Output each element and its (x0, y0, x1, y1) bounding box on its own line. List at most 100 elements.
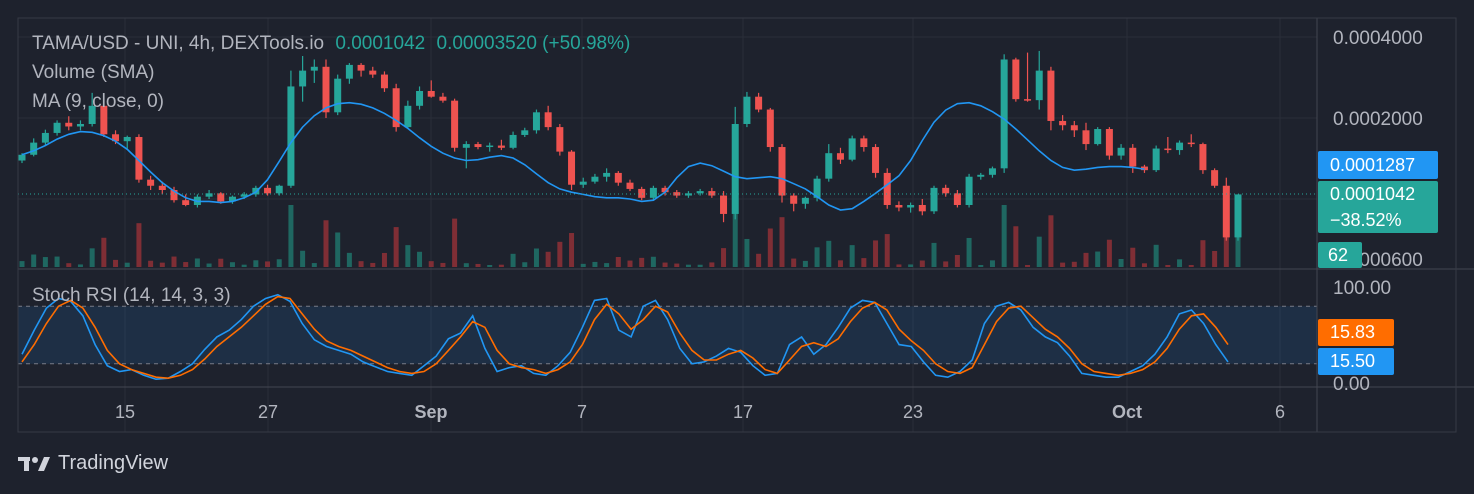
volume-bar (288, 205, 294, 267)
volume-bar (218, 258, 224, 267)
volume-bar (31, 254, 37, 267)
candle-body (240, 194, 248, 197)
volume-bar (1200, 240, 1206, 267)
candle-body (918, 204, 926, 212)
stoch-band-fill (18, 306, 1317, 364)
volume-bar (721, 248, 727, 267)
volume-bar (229, 262, 235, 267)
volume-bar (171, 256, 177, 267)
volume-bar (966, 237, 972, 267)
stoch-d-line (21, 295, 1229, 380)
volume-bar (206, 263, 212, 267)
candle-body (170, 190, 178, 201)
volume-bar (113, 259, 119, 267)
candle-body (1082, 130, 1090, 145)
candle-body (708, 191, 716, 196)
volume-bar (697, 264, 703, 267)
volume-bar (440, 262, 446, 267)
candle-body (147, 179, 155, 186)
candle-body (755, 96, 763, 110)
candle-body (1187, 142, 1195, 145)
volume-bar (989, 260, 995, 267)
candle-body (591, 176, 599, 182)
stoch-d-badge: 15.83 (1318, 319, 1394, 346)
volume-bar (685, 264, 691, 267)
volume-bar (417, 251, 423, 267)
price-tick-label: 0.0002000 (1333, 109, 1423, 130)
candle-body (1199, 144, 1207, 171)
candle-body (112, 134, 120, 142)
candles-group (18, 50, 1242, 241)
volume-bar (732, 205, 738, 267)
candle-body (1000, 59, 1008, 169)
volume-bar (346, 252, 352, 267)
volume-bar (662, 262, 668, 267)
volume-bar (66, 263, 72, 267)
time-tick-label: 6 (1275, 402, 1285, 422)
candle-body (76, 123, 84, 127)
volume-bar (627, 260, 633, 267)
chart-frame (17, 17, 1457, 433)
candle-body (1234, 194, 1242, 238)
candle-body (942, 187, 950, 194)
time-tick-label: Sep (414, 402, 447, 422)
branding[interactable]: TradingView (18, 452, 168, 475)
candle-body (1070, 125, 1078, 131)
candle-body (521, 130, 529, 135)
volume-bar (522, 262, 528, 267)
volume-bar (954, 254, 960, 267)
volume-bar (1177, 259, 1183, 267)
volume-bar (1165, 265, 1171, 267)
candle-body (182, 200, 190, 205)
candle-body (275, 185, 283, 194)
candle-body (579, 181, 587, 185)
candle-body (988, 168, 996, 175)
candle-body (1059, 120, 1067, 126)
volume-bar (1013, 226, 1019, 267)
volume-bar (1071, 261, 1077, 267)
candle-body (486, 145, 494, 148)
candle-body (1024, 99, 1032, 101)
volume-bar (849, 245, 855, 267)
price-label: 0.0001042 (335, 33, 426, 54)
candle-body (369, 70, 377, 75)
volume-bar (931, 242, 937, 267)
volume-bar (557, 241, 563, 267)
volume-bar (896, 264, 902, 267)
volume-bar (767, 228, 773, 267)
candle-body (100, 105, 108, 135)
volume-bar (253, 260, 259, 267)
volume-bar (463, 263, 469, 267)
volume-bar (1048, 215, 1054, 267)
volume-bar (873, 240, 879, 267)
volume-bar (1036, 236, 1042, 267)
candle-body (977, 174, 985, 177)
volume-bar (358, 261, 364, 267)
volume-bar (779, 217, 785, 267)
candle-body (392, 88, 400, 128)
candle-body (53, 122, 61, 133)
candle-body (860, 138, 868, 148)
volume-bar (756, 253, 762, 267)
volume-bar (1083, 252, 1089, 267)
candle-body (649, 187, 657, 198)
candle-body (965, 176, 973, 205)
volume-bar (194, 258, 200, 267)
candle-body (836, 153, 844, 160)
candle-body (544, 112, 552, 128)
price-badge-value: 0.0001042 (1330, 184, 1416, 204)
volume-bar (674, 263, 680, 267)
candle-body (1152, 148, 1160, 171)
tradingview-logo-icon (18, 456, 50, 471)
candle-body (1129, 147, 1137, 167)
volume-bar (826, 240, 832, 267)
volume-bar (1118, 258, 1124, 267)
volume-bar (533, 248, 539, 267)
volume-bar (405, 245, 411, 267)
volume-bar (1060, 262, 1066, 267)
volume-bar (276, 259, 282, 267)
stoch-legend: Stoch RSI (14, 14, 3, 3) (32, 285, 231, 306)
stoch-k-line (21, 293, 1229, 381)
